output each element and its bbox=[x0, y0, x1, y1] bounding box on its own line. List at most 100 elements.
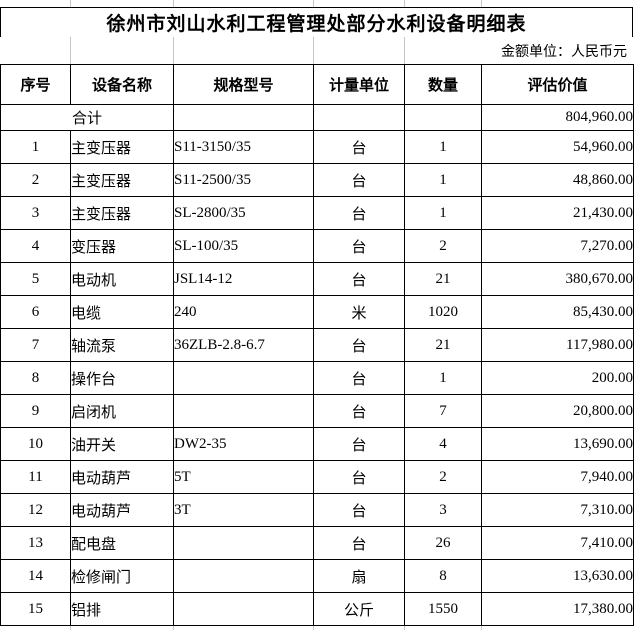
cell-unit: 台 bbox=[313, 163, 405, 197]
amount-unit-row: 金额单位：人民币元 bbox=[0, 37, 633, 64]
table-row: 11 电动葫芦 5T 台 2 7,940.00 bbox=[0, 460, 634, 494]
cell-name: 油开关 bbox=[70, 427, 174, 461]
cell-qty: 1550 bbox=[404, 592, 482, 626]
cell-name: 操作台 bbox=[70, 361, 174, 395]
col-header-spec: 规格型号 bbox=[173, 64, 314, 105]
cell-qty: 1 bbox=[404, 361, 482, 395]
cell-qty: 1 bbox=[404, 196, 482, 230]
table-row: 2 主变压器 S11-2500/35 台 1 48,860.00 bbox=[0, 163, 634, 197]
cell-name: 主变压器 bbox=[70, 130, 174, 164]
total-value: 804,960.00 bbox=[481, 104, 634, 131]
table-row: 4 变压器 SL-100/35 台 2 7,270.00 bbox=[0, 229, 634, 263]
cell-unit: 台 bbox=[313, 361, 405, 395]
cell-no: 5 bbox=[0, 262, 71, 296]
table-row: 13 配电盘 台 26 7,410.00 bbox=[0, 526, 634, 560]
table-row: 6 电缆 240 米 1020 85,430.00 bbox=[0, 295, 634, 329]
gridline bbox=[404, 0, 405, 7]
cell-name: 铝排 bbox=[70, 592, 174, 626]
cell-unit: 台 bbox=[313, 328, 405, 362]
cell-unit: 台 bbox=[313, 196, 405, 230]
cell-spec: 5T bbox=[173, 460, 314, 494]
cell-qty: 2 bbox=[404, 460, 482, 494]
cell-unit: 台 bbox=[313, 229, 405, 263]
cell-no: 2 bbox=[0, 163, 71, 197]
col-header-unit: 计量单位 bbox=[313, 64, 405, 105]
cell-name: 电动葫芦 bbox=[70, 493, 174, 527]
gridline bbox=[404, 626, 405, 630]
cell-qty: 1 bbox=[404, 130, 482, 164]
cell-spec bbox=[173, 592, 314, 626]
table-row: 5 电动机 JSL14-12 台 21 380,670.00 bbox=[0, 262, 634, 296]
gridline bbox=[173, 626, 174, 630]
cell-spec bbox=[173, 559, 314, 593]
cell-spec bbox=[173, 104, 314, 131]
gridline bbox=[313, 37, 314, 64]
cell-no: 11 bbox=[0, 460, 71, 494]
cell-value: 200.00 bbox=[481, 361, 634, 395]
gridline bbox=[173, 37, 174, 64]
cell-qty: 4 bbox=[404, 427, 482, 461]
cell-value: 21,430.00 bbox=[481, 196, 634, 230]
cell-value: 20,800.00 bbox=[481, 394, 634, 428]
cell-qty: 21 bbox=[404, 262, 482, 296]
cell-name: 配电盘 bbox=[70, 526, 174, 560]
cell-name: 启闭机 bbox=[70, 394, 174, 428]
gridline bbox=[70, 0, 71, 7]
gridline bbox=[481, 0, 482, 7]
cell-name: 电动葫芦 bbox=[70, 460, 174, 494]
cell-spec bbox=[173, 526, 314, 560]
cell-value: 48,860.00 bbox=[481, 163, 634, 197]
cell-no: 4 bbox=[0, 229, 71, 263]
cell-spec: SL-100/35 bbox=[173, 229, 314, 263]
amount-unit-note: 金额单位：人民币元 bbox=[501, 42, 627, 59]
cell-no: 9 bbox=[0, 394, 71, 428]
cell-name: 主变压器 bbox=[70, 196, 174, 230]
table-title: 徐州市刘山水利工程管理处部分水利设备明细表 bbox=[0, 7, 633, 37]
cell-no: 12 bbox=[0, 493, 71, 527]
cell-no: 14 bbox=[0, 559, 71, 593]
cell-spec: S11-3150/35 bbox=[173, 130, 314, 164]
cell-spec bbox=[173, 361, 314, 395]
cell-qty: 26 bbox=[404, 526, 482, 560]
cell-value: 7,310.00 bbox=[481, 493, 634, 527]
cell-qty: 1020 bbox=[404, 295, 482, 329]
cell-spec bbox=[173, 394, 314, 428]
cell-name: 变压器 bbox=[70, 229, 174, 263]
total-row: 合计 804,960.00 bbox=[0, 104, 634, 131]
cell-value: 13,630.00 bbox=[481, 559, 634, 593]
equipment-table: 序号 设备名称 规格型号 计量单位 数量 评估价值 合计 804,960.00 … bbox=[0, 64, 634, 626]
gridline-strip-bottom bbox=[0, 626, 633, 630]
gridline bbox=[173, 0, 174, 7]
cell-no: 10 bbox=[0, 427, 71, 461]
cell-unit: 公斤 bbox=[313, 592, 405, 626]
cell-name: 电缆 bbox=[70, 295, 174, 329]
table-row: 9 启闭机 台 7 20,800.00 bbox=[0, 394, 634, 428]
cell-unit: 台 bbox=[313, 394, 405, 428]
cell-no: 13 bbox=[0, 526, 71, 560]
cell-unit bbox=[313, 104, 405, 131]
total-label: 合计 bbox=[0, 104, 174, 131]
cell-qty: 2 bbox=[404, 229, 482, 263]
cell-unit: 扇 bbox=[313, 559, 405, 593]
cell-spec: DW2-35 bbox=[173, 427, 314, 461]
table-row: 14 检修闸门 扇 8 13,630.00 bbox=[0, 559, 634, 593]
cell-name: 电动机 bbox=[70, 262, 174, 296]
gridline bbox=[481, 626, 482, 630]
cell-unit: 台 bbox=[313, 526, 405, 560]
cell-value: 85,430.00 bbox=[481, 295, 634, 329]
cell-name: 轴流泵 bbox=[70, 328, 174, 362]
cell-value: 13,690.00 bbox=[481, 427, 634, 461]
table-row: 10 油开关 DW2-35 台 4 13,690.00 bbox=[0, 427, 634, 461]
gridline-strip-top bbox=[0, 0, 633, 7]
cell-spec: SL-2800/35 bbox=[173, 196, 314, 230]
cell-no: 1 bbox=[0, 130, 71, 164]
gridline bbox=[70, 37, 71, 64]
cell-value: 117,980.00 bbox=[481, 328, 634, 362]
table-row: 1 主变压器 S11-3150/35 台 1 54,960.00 bbox=[0, 130, 634, 164]
table-row: 15 铝排 公斤 1550 17,380.00 bbox=[0, 592, 634, 626]
col-header-value: 评估价值 bbox=[481, 64, 634, 105]
cell-qty: 3 bbox=[404, 493, 482, 527]
cell-spec: JSL14-12 bbox=[173, 262, 314, 296]
cell-name: 检修闸门 bbox=[70, 559, 174, 593]
